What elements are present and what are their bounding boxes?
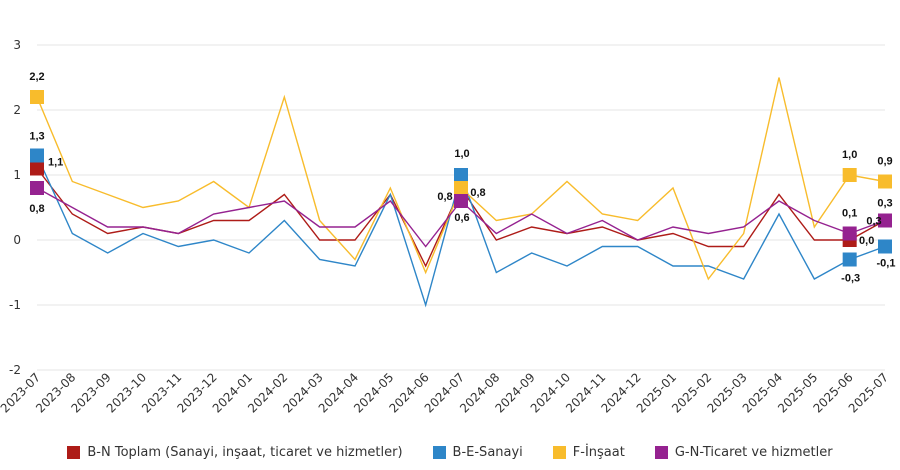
data-label: -0,3: [841, 273, 860, 285]
data-label: 0,9: [877, 156, 892, 168]
data-label: 2,2: [29, 71, 44, 83]
data-point-3: [454, 194, 468, 208]
y-tick-label: 0: [13, 233, 21, 247]
data-label: -0,1: [877, 258, 896, 270]
data-point-2: [30, 90, 44, 104]
data-point-2: [878, 174, 892, 189]
data-point-3: [842, 226, 857, 241]
y-tick-label: -2: [9, 363, 21, 377]
legend-item-3[interactable]: G-N-Ticaret ve hizmetler: [654, 444, 833, 460]
data-label: 0,8: [437, 191, 452, 203]
legend-swatch: [67, 445, 81, 459]
data-label: 1,1: [48, 157, 63, 169]
data-label: 1,3: [29, 131, 44, 143]
y-tick-label: 1: [13, 168, 21, 182]
data-point-1: [454, 168, 468, 182]
data-point-0: [30, 161, 44, 176]
data-point-2: [454, 181, 468, 195]
data-point-1: [878, 239, 892, 254]
legend-item-2[interactable]: F-İnşaat: [552, 444, 625, 460]
data-point-3: [878, 213, 892, 228]
y-tick-label: 2: [13, 103, 21, 117]
data-label: 0,0: [859, 235, 874, 247]
data-label: 0,8: [29, 203, 44, 215]
legend-swatch: [654, 445, 668, 459]
legend-label: B-E-Sanayi: [452, 444, 523, 460]
legend-swatch: [552, 445, 566, 459]
data-label: 0,8: [470, 187, 485, 199]
data-label: 0,3: [877, 198, 892, 210]
data-point-1: [30, 148, 44, 163]
data-label: 1,0: [842, 149, 857, 161]
data-point-2: [842, 168, 857, 182]
data-label: 1,0: [454, 148, 469, 160]
legend-label: G-N-Ticaret ve hizmetler: [674, 444, 833, 460]
legend-item-0[interactable]: B-N Toplam (Sanayi, inşaat, ticaret ve h…: [67, 444, 403, 460]
data-label: 0,6: [454, 212, 469, 224]
legend-item-1[interactable]: B-E-Sanayi: [432, 444, 523, 460]
data-point-3: [30, 181, 44, 195]
data-label: 0,3: [866, 216, 881, 228]
legend: B-N Toplam (Sanayi, inşaat, ticaret ve h…: [0, 441, 900, 463]
legend-label: B-N Toplam (Sanayi, inşaat, ticaret ve h…: [87, 444, 403, 460]
legend-label: F-İnşaat: [572, 444, 625, 460]
data-label: 0,1: [842, 208, 857, 220]
y-tick-label: 3: [13, 38, 21, 52]
y-tick-label: -1: [9, 298, 21, 312]
data-point-1: [842, 252, 857, 267]
legend-swatch: [432, 445, 446, 459]
